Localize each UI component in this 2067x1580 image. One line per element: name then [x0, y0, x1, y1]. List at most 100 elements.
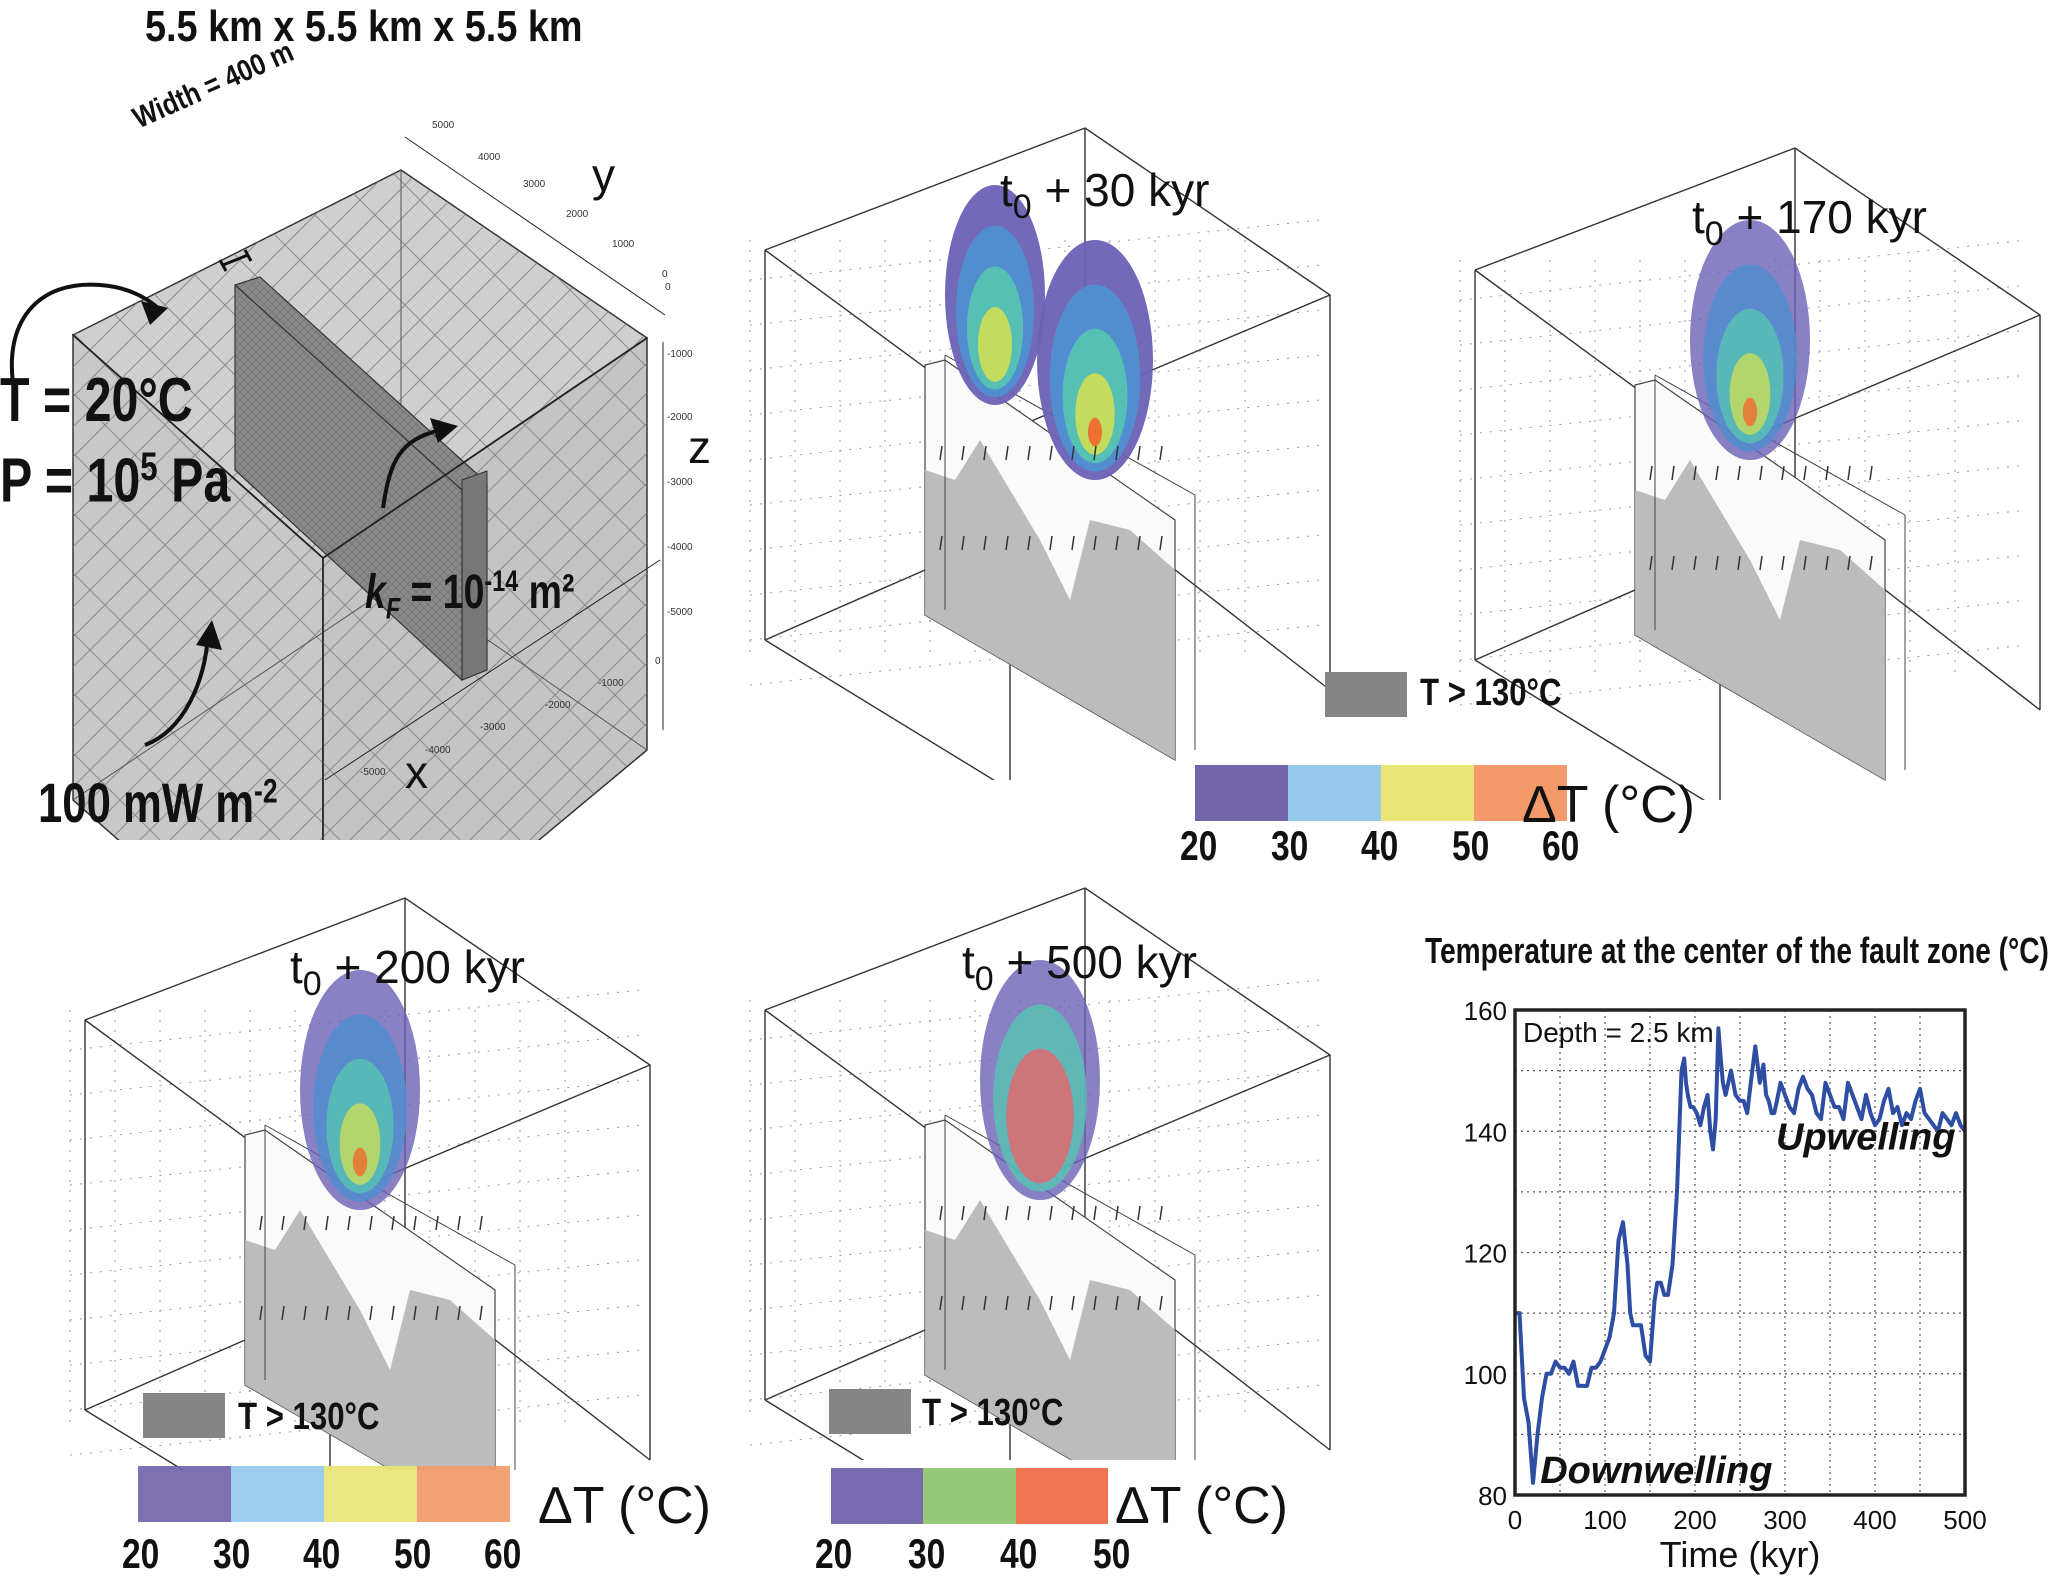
delta-t-label-top: ΔT (°C) [1522, 776, 1695, 834]
downwelling-annotation: Downwelling [1540, 1450, 1772, 1492]
delta-t-colorbar-left [138, 1466, 510, 1522]
chart-grid [1515, 1010, 1965, 1495]
svg-text:0: 0 [662, 269, 668, 280]
fault-plane [924, 354, 1196, 762]
fault-plane [1634, 374, 1906, 782]
x-axis-title: Time (kyr) [1660, 1534, 1821, 1575]
snapshot-panel-170kyr [1459, 147, 2041, 800]
svg-text:3000: 3000 [523, 179, 546, 190]
bottom-boundary-arrow-icon [144, 620, 222, 747]
hot-zone-swatch-left [143, 1393, 225, 1438]
velocity-arrows [939, 1205, 1163, 1311]
svg-text:-1000: -1000 [598, 678, 624, 689]
velocity-arrows [259, 1215, 483, 1321]
colorbar-tick-label: 30 [907, 1530, 946, 1577]
model-setup-diagram: 5000 4000 3000 2000 1000 0 0 -1000 -2000… [9, 120, 693, 840]
plot-frame [1513, 1008, 1967, 1497]
x-tick-label: 400 [1853, 1505, 1896, 1535]
colorbar-segment [324, 1466, 417, 1522]
svg-text:-3000: -3000 [667, 477, 693, 488]
hot-zone-swatch-top [1325, 672, 1407, 717]
svg-text:-2000: -2000 [545, 700, 571, 711]
delta-t-label-mid: ΔT (°C) [1115, 1477, 1288, 1535]
svg-text:-5000: -5000 [667, 607, 693, 618]
fault-permeability-label: kF = 10-14 m² [365, 565, 575, 626]
hot-zone-label-mid: T > 130°C [922, 1392, 1064, 1434]
fault-width-bracket-icon [218, 249, 253, 272]
colorbar-tick-label: 50 [1093, 1530, 1131, 1577]
colorbar-ticks-top: 20 30 40 50 60 [1180, 822, 1600, 872]
y-tick-label: 80 [1478, 1481, 1507, 1511]
y-tick-label: 120 [1464, 1239, 1507, 1269]
delta-t-colorbar-mid [831, 1468, 1108, 1524]
temperature-plume [980, 960, 1100, 1200]
colorbar-segment [417, 1466, 510, 1522]
domain-size-title: 5.5 km x 5.5 km x 5.5 km [145, 2, 583, 51]
top-boundary-arrow-icon [9, 282, 168, 396]
colorbar-tick-label: 60 [484, 1530, 522, 1577]
snapshot-title-200kyr: t0 + 200 kyr [290, 941, 525, 1003]
temperature-series-line [1515, 1026, 1967, 1485]
colorbar-segment [231, 1466, 324, 1522]
temperature-plume [1037, 240, 1153, 480]
top-pressure-label: P = 105 Pa [0, 445, 231, 516]
plume-contour [1075, 373, 1115, 455]
svg-text:2000: 2000 [566, 209, 589, 220]
colorbar-segment [1015, 1468, 1108, 1524]
svg-text:-4000: -4000 [425, 745, 451, 756]
snapshot-title-170kyr: t0 + 170 kyr [1692, 191, 1927, 253]
hot-zone-swatch-mid [829, 1389, 911, 1434]
plume-contour [1088, 417, 1102, 447]
svg-text:-3000: -3000 [480, 722, 506, 733]
colorbar-segment [831, 1468, 924, 1524]
colorbar-tick-label: 40 [303, 1530, 341, 1577]
svg-text:0: 0 [655, 656, 661, 667]
depth-annotation: Depth = 2.5 km [1523, 1017, 1714, 1048]
colorbar-tick-label: 40 [1361, 822, 1399, 869]
snapshot-title-30kyr: t0 + 30 kyr [1000, 164, 1210, 226]
colorbar-ticks-left: 20 30 40 50 60 [122, 1530, 542, 1580]
temperature-plume [945, 185, 1045, 405]
x-axis-label: x [405, 746, 428, 798]
x-tick-label: 200 [1673, 1505, 1716, 1535]
velocity-arrows [1649, 465, 1873, 571]
x-tick-label: 300 [1763, 1505, 1806, 1535]
plume-contour [978, 307, 1012, 382]
velocity-arrows [939, 445, 1163, 551]
colorbar-tick-label: 20 [815, 1530, 853, 1577]
svg-text:1000: 1000 [612, 239, 635, 250]
temperature-plume [300, 970, 420, 1210]
svg-text:0: 0 [665, 282, 671, 293]
upwelling-annotation: Upwelling [1776, 1116, 1955, 1158]
colorbar-ticks-mid: 20 30 40 50 [815, 1530, 1135, 1580]
colorbar-tick-label: 60 [1542, 822, 1580, 869]
snapshot-title-500kyr: t0 + 500 kyr [962, 936, 1197, 998]
colorbar-segment [1288, 765, 1381, 821]
colorbar-tick-label: 30 [212, 1530, 250, 1577]
y-axis-label: y [592, 149, 615, 201]
colorbar-segment [1381, 765, 1474, 821]
y-axis-ticks: 5000 4000 3000 2000 1000 0 [432, 120, 668, 280]
y-tick-label: 160 [1464, 996, 1507, 1026]
colorbar-tick-label: 30 [1270, 822, 1308, 869]
delta-t-label-left: ΔT (°C) [538, 1477, 711, 1535]
plume-contour [1006, 1048, 1074, 1184]
plume-contour [1729, 353, 1771, 435]
svg-text:-4000: -4000 [667, 542, 693, 553]
plume-contour [352, 1147, 368, 1177]
z-axis-label: z [688, 421, 711, 473]
plume-contour [339, 1103, 381, 1185]
colorbar-segment [138, 1466, 231, 1522]
colorbar-segment [1195, 765, 1288, 821]
colorbar-segment [923, 1468, 1016, 1524]
svg-text:-5000: -5000 [360, 767, 386, 778]
temperature-chart: 0 100 200 300 400 500 80 100 120 140 160 Depth = 2… [1464, 996, 1987, 1575]
colorbar-tick-label: 50 [393, 1530, 431, 1577]
colorbar-segment [1474, 765, 1567, 821]
temperature-plume [1690, 220, 1810, 460]
snapshot-panel-200kyr [69, 897, 651, 1470]
svg-text:-1000: -1000 [667, 349, 693, 360]
x-tick-label: 500 [1943, 1505, 1986, 1535]
svg-text:5000: 5000 [432, 120, 455, 131]
plume-contour [1742, 397, 1758, 427]
